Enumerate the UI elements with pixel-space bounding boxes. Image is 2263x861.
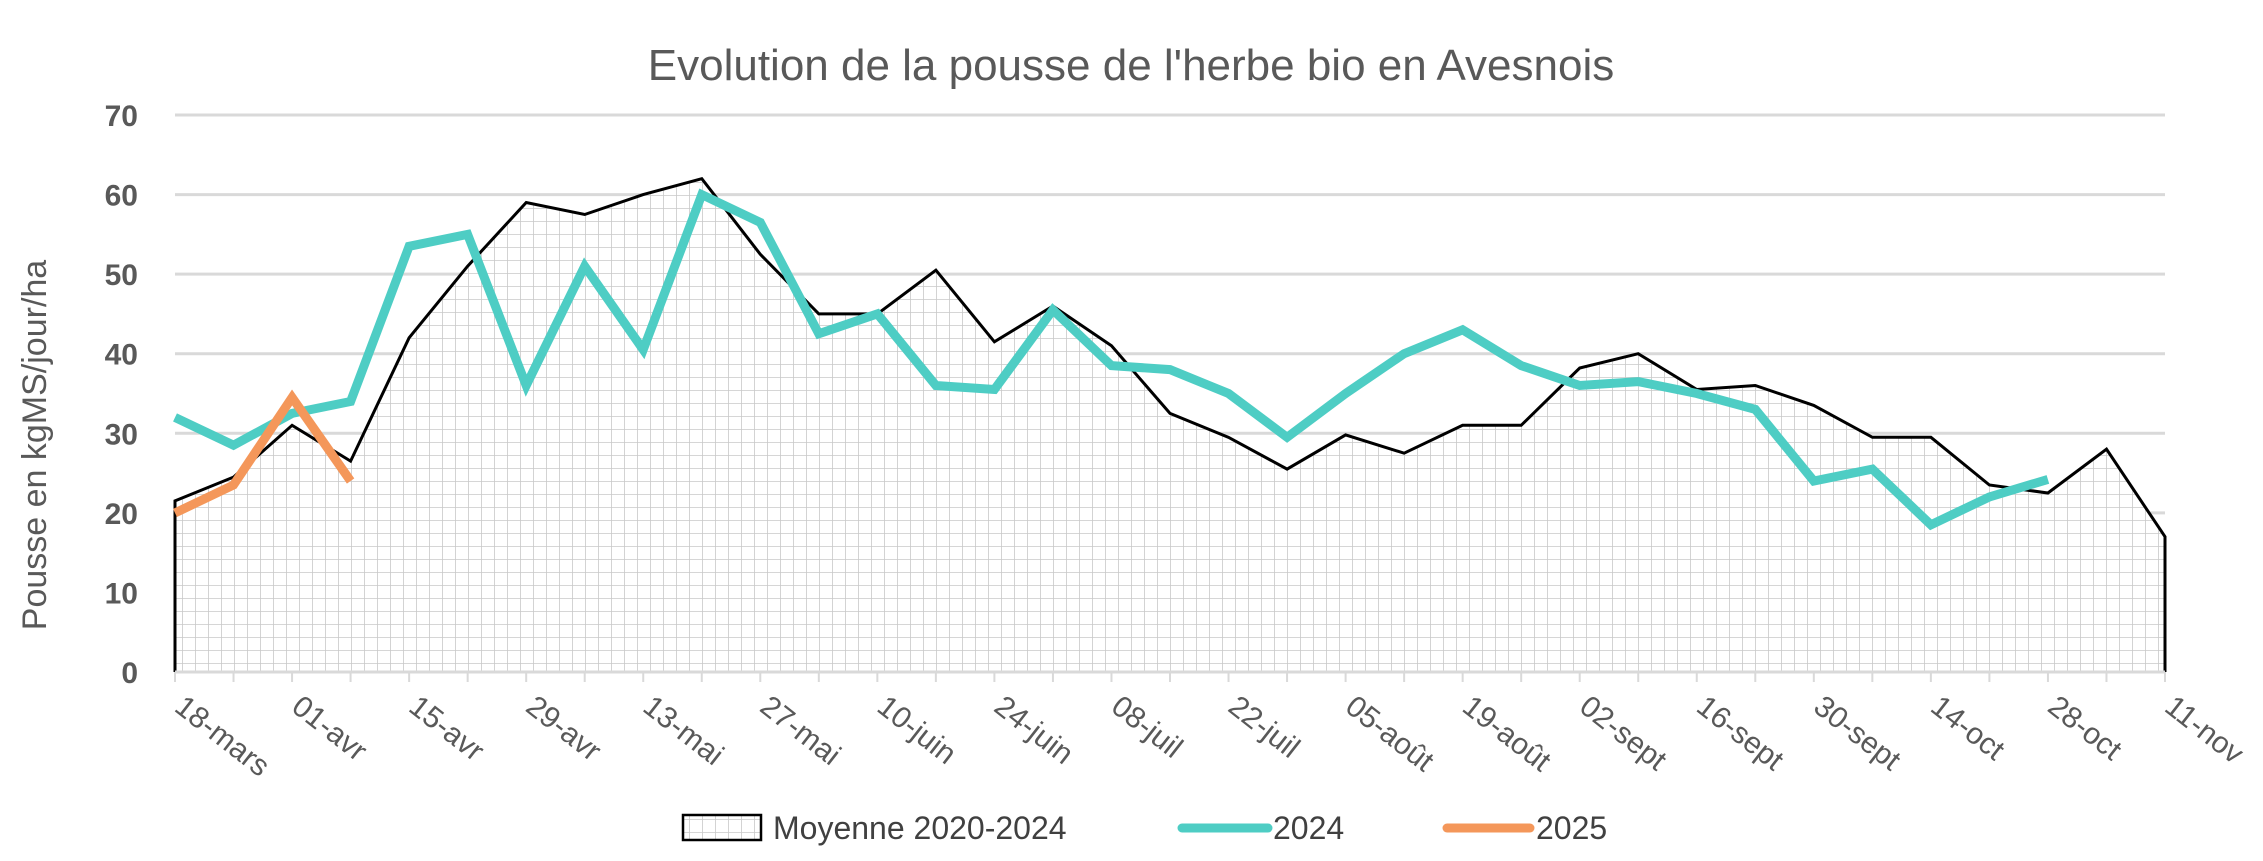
y-tick-label: 70 <box>105 100 138 133</box>
x-tick-label: 28-oct <box>2042 690 2129 768</box>
x-tick-labels: 18-mars 01-avr 15-avr 29-avr 13-mai 27-mai 10-… <box>169 690 2250 784</box>
average-area-fill <box>175 178 2165 672</box>
legend-label-average: Moyenne 2020-2024 <box>773 810 1067 846</box>
y-tick-label: 40 <box>105 339 138 372</box>
legend-swatch-average <box>681 813 763 842</box>
legend-label-2025: 2025 <box>1536 810 1607 846</box>
chart-title: Evolution de la pousse de l'herbe bio en… <box>648 41 1615 90</box>
x-tick-label: 22-juil <box>1222 690 1305 765</box>
series-lines <box>173 188 2050 531</box>
x-tick-label: 05-août <box>1339 690 1440 779</box>
x-tick-label: 29-avr <box>520 690 607 768</box>
y-tick-label: 0 <box>121 657 138 690</box>
y-tick-label: 50 <box>105 259 138 292</box>
y-tick-label: 20 <box>105 498 138 531</box>
y-tick-labels: 0 10 20 30 40 50 60 70 <box>105 100 138 690</box>
x-tick-label: 27-mai <box>754 690 847 772</box>
y-axis-label: Pousse en kgMS/jour/ha <box>16 260 54 631</box>
y-tick-label: 10 <box>105 577 138 610</box>
series-line-average <box>173 176 2167 672</box>
x-tick-label: 16-sept <box>1690 690 1790 778</box>
x-tick-label: 15-avr <box>403 690 490 768</box>
legend-label-2024: 2024 <box>1273 810 1344 846</box>
x-tick-label: 14-oct <box>1925 690 2012 768</box>
x-tick-label: 19-août <box>1456 690 1557 779</box>
x-tick-label: 18-mars <box>169 690 276 784</box>
y-tick-label: 30 <box>105 418 138 451</box>
x-tick-label: 13-mai <box>637 690 730 772</box>
series-line-2024 <box>173 188 2050 531</box>
x-tick-label: 01-avr <box>286 690 373 768</box>
average-area-layer <box>173 176 2167 672</box>
x-tick-label: 30-sept <box>1808 690 1908 778</box>
x-tick-label: 24-juin <box>988 690 1079 771</box>
y-tick-label: 60 <box>105 180 138 213</box>
x-tick-label: 08-juil <box>1105 690 1188 765</box>
x-tick-label: 10-juin <box>871 690 962 771</box>
series-line-2025 <box>173 389 355 517</box>
legend: Moyenne 2020-2024 2024 2025 <box>681 810 1607 846</box>
x-tick-label: 11-nov <box>2159 690 2250 771</box>
axes <box>174 670 2166 682</box>
x-tick-label: 02-sept <box>1573 690 1673 778</box>
